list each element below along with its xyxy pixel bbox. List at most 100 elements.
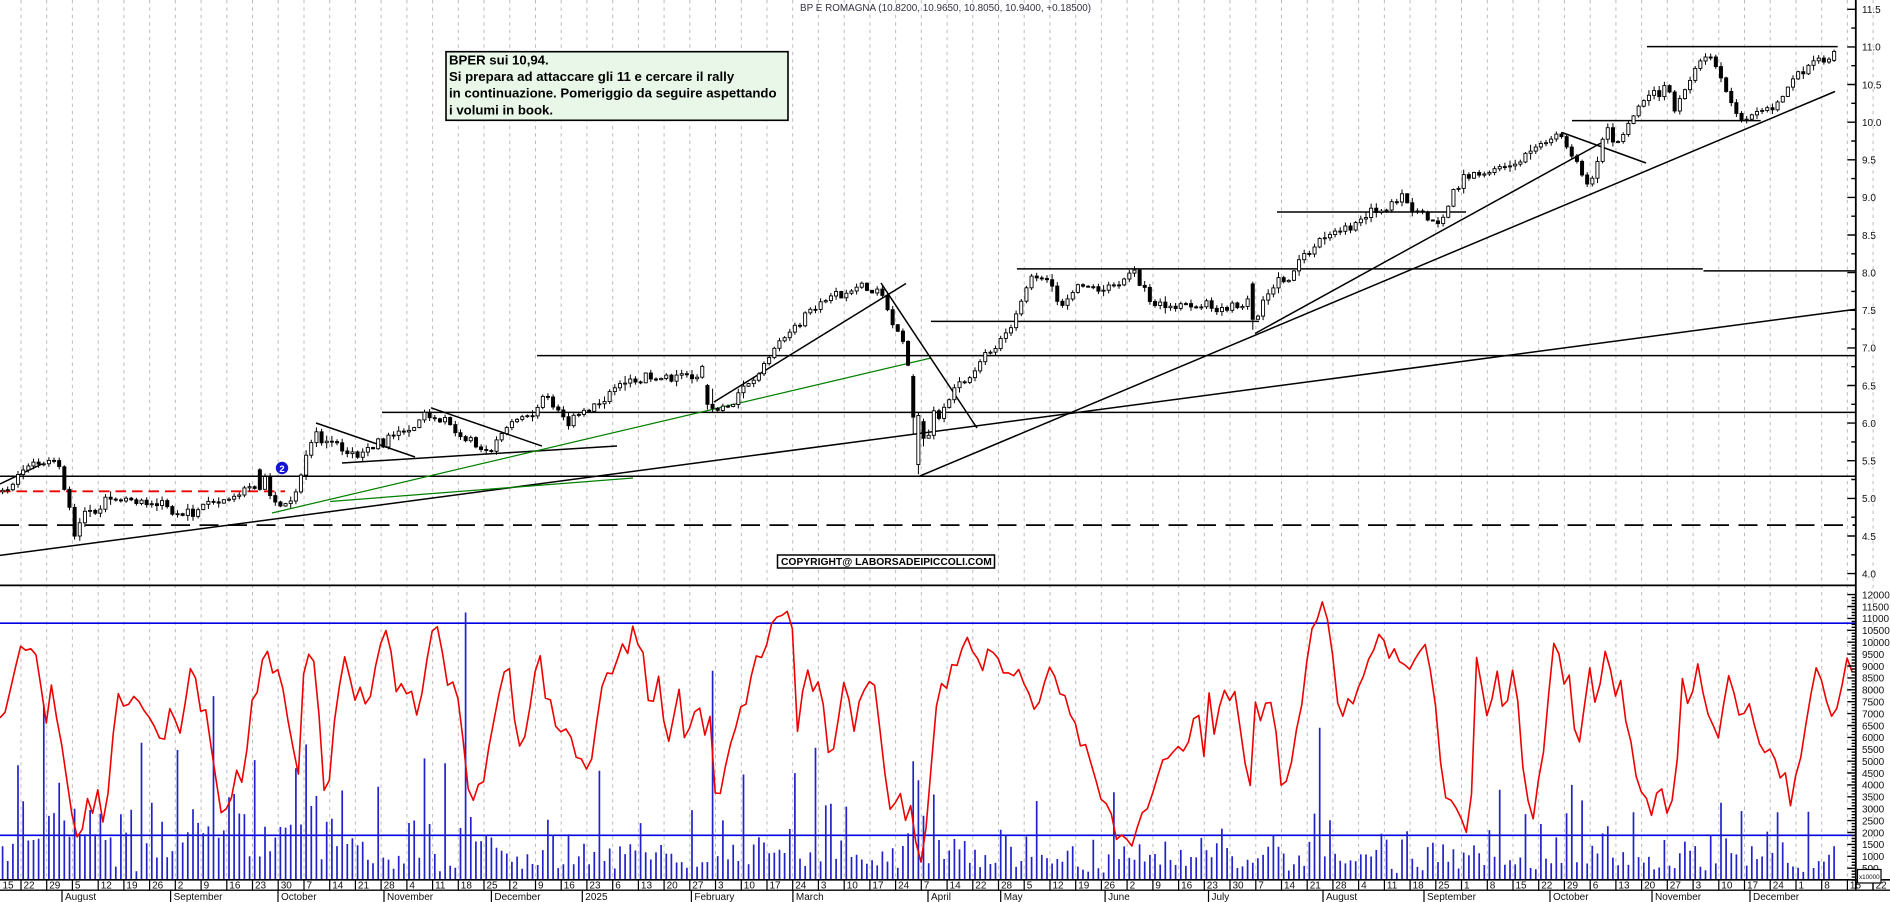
svg-text:5: 5 <box>1027 880 1033 891</box>
svg-text:1: 1 <box>1799 880 1805 891</box>
svg-text:24: 24 <box>898 880 910 891</box>
svg-text:7500: 7500 <box>1862 698 1885 709</box>
svg-text:x10000: x10000 <box>1859 874 1880 881</box>
svg-text:November: November <box>1655 892 1702 902</box>
svg-text:14: 14 <box>1284 880 1296 891</box>
svg-text:4000: 4000 <box>1862 781 1885 792</box>
svg-text:29: 29 <box>1567 880 1579 891</box>
svg-text:22: 22 <box>24 880 36 891</box>
svg-text:25: 25 <box>1438 880 1450 891</box>
svg-text:2: 2 <box>178 880 184 891</box>
svg-text:7: 7 <box>924 880 930 891</box>
svg-text:7.0: 7.0 <box>1862 344 1876 355</box>
svg-text:4: 4 <box>409 880 415 891</box>
svg-text:25: 25 <box>487 880 499 891</box>
svg-text:May: May <box>1004 892 1023 902</box>
svg-text:3: 3 <box>718 880 724 891</box>
svg-text:10: 10 <box>847 880 859 891</box>
svg-text:8000: 8000 <box>1862 686 1885 697</box>
svg-text:17: 17 <box>1747 880 1759 891</box>
svg-text:9: 9 <box>204 880 210 891</box>
svg-text:2025: 2025 <box>585 892 608 902</box>
svg-text:in continuazione. Pomeriggio d: in continuazione. Pomeriggio da seguire … <box>449 86 777 101</box>
svg-text:23: 23 <box>589 880 601 891</box>
svg-text:September: September <box>1427 892 1477 902</box>
svg-text:9500: 9500 <box>1862 650 1885 661</box>
svg-text:21: 21 <box>358 880 370 891</box>
svg-text:BPER sui 10,94.: BPER sui 10,94. <box>449 53 549 68</box>
svg-text:26: 26 <box>1104 880 1116 891</box>
svg-text:3: 3 <box>1696 880 1702 891</box>
svg-text:6: 6 <box>1593 880 1599 891</box>
svg-text:15: 15 <box>3 880 15 891</box>
svg-text:3: 3 <box>821 880 827 891</box>
svg-text:12: 12 <box>101 880 113 891</box>
svg-text:23: 23 <box>255 880 267 891</box>
svg-text:2500: 2500 <box>1862 816 1885 827</box>
svg-text:28: 28 <box>384 880 396 891</box>
svg-text:28: 28 <box>1001 880 1013 891</box>
svg-text:6.0: 6.0 <box>1862 419 1876 430</box>
svg-text:11.0: 11.0 <box>1862 43 1881 54</box>
svg-text:11: 11 <box>435 880 446 891</box>
svg-text:August: August <box>1326 892 1357 902</box>
svg-text:9.5: 9.5 <box>1862 156 1876 167</box>
svg-text:10.0: 10.0 <box>1862 118 1882 129</box>
svg-text:3000: 3000 <box>1862 805 1885 816</box>
svg-text:BP E ROMAGNA (10.8200, 10.9650: BP E ROMAGNA (10.8200, 10.9650, 10.8050,… <box>800 3 1091 14</box>
svg-text:10000: 10000 <box>1862 638 1890 649</box>
svg-text:9000: 9000 <box>1862 662 1885 673</box>
svg-text:30: 30 <box>1233 880 1245 891</box>
svg-text:15: 15 <box>1850 880 1862 891</box>
svg-text:7: 7 <box>1258 880 1264 891</box>
svg-text:6000: 6000 <box>1862 733 1885 744</box>
svg-text:13: 13 <box>1618 880 1630 891</box>
svg-text:16: 16 <box>564 880 576 891</box>
svg-text:July: July <box>1212 892 1230 902</box>
svg-text:June: June <box>1108 892 1130 902</box>
svg-text:11000: 11000 <box>1862 614 1890 625</box>
svg-text:11500: 11500 <box>1862 602 1890 613</box>
svg-text:12: 12 <box>1053 880 1065 891</box>
svg-text:20: 20 <box>667 880 679 891</box>
svg-text:19: 19 <box>126 880 138 891</box>
svg-text:5500: 5500 <box>1862 745 1885 756</box>
svg-text:3500: 3500 <box>1862 793 1885 804</box>
svg-text:28: 28 <box>1335 880 1347 891</box>
svg-text:March: March <box>796 892 824 902</box>
svg-text:9.0: 9.0 <box>1862 193 1876 204</box>
svg-text:1500: 1500 <box>1862 840 1885 851</box>
svg-text:22: 22 <box>975 880 987 891</box>
svg-text:September: September <box>174 892 224 902</box>
svg-text:11.5: 11.5 <box>1862 5 1881 16</box>
svg-text:8: 8 <box>1490 880 1496 891</box>
svg-text:February: February <box>694 892 734 902</box>
svg-text:16: 16 <box>1181 880 1193 891</box>
svg-text:April: April <box>931 892 951 902</box>
svg-text:5: 5 <box>75 880 81 891</box>
svg-text:19: 19 <box>1078 880 1090 891</box>
svg-text:18: 18 <box>461 880 473 891</box>
svg-text:14: 14 <box>332 880 344 891</box>
svg-text:6: 6 <box>615 880 621 891</box>
svg-text:5.0: 5.0 <box>1862 494 1876 505</box>
svg-text:27: 27 <box>1670 880 1682 891</box>
svg-text:9: 9 <box>538 880 544 891</box>
svg-text:20: 20 <box>1644 880 1656 891</box>
svg-text:7: 7 <box>307 880 313 891</box>
svg-text:11: 11 <box>1387 880 1398 891</box>
svg-text:October: October <box>281 892 317 902</box>
svg-text:2000: 2000 <box>1862 828 1885 839</box>
svg-text:4.0: 4.0 <box>1862 569 1876 580</box>
svg-text:17: 17 <box>872 880 884 891</box>
svg-text:16: 16 <box>229 880 241 891</box>
svg-text:November: November <box>387 892 434 902</box>
svg-text:August: August <box>65 892 96 902</box>
svg-text:9: 9 <box>1155 880 1161 891</box>
svg-text:4: 4 <box>1361 880 1367 891</box>
svg-text:8500: 8500 <box>1862 674 1885 685</box>
svg-text:7.5: 7.5 <box>1862 306 1876 317</box>
svg-text:2: 2 <box>1130 880 1136 891</box>
svg-text:22: 22 <box>1876 880 1888 891</box>
svg-text:12000: 12000 <box>1862 590 1890 601</box>
